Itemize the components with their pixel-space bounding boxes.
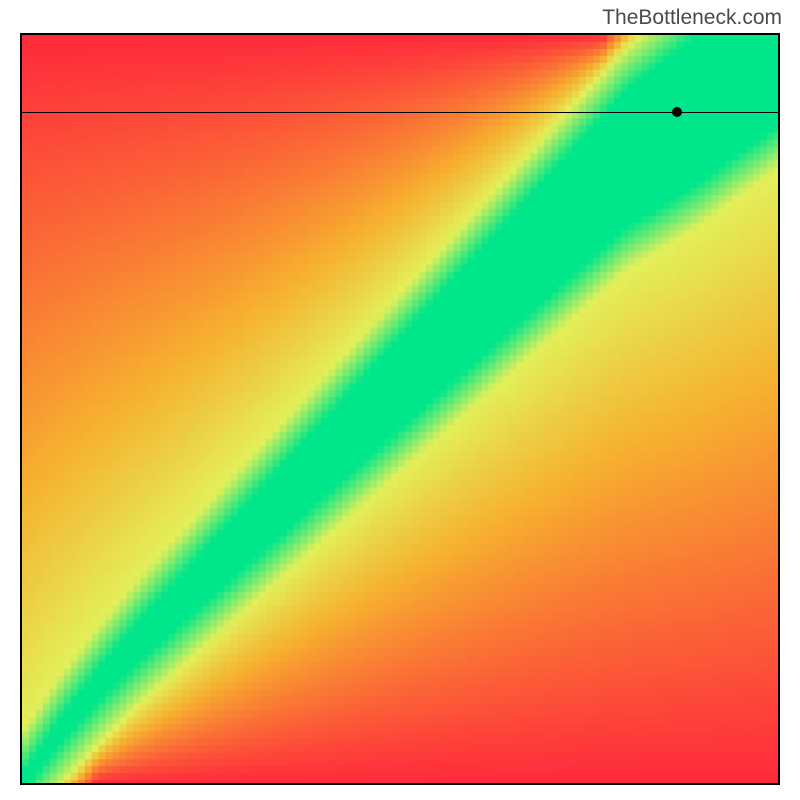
crosshair-vertical — [677, 783, 678, 785]
crosshair-horizontal — [22, 112, 778, 113]
crosshair-marker — [672, 107, 682, 117]
heatmap-plot — [20, 33, 780, 785]
heatmap-canvas — [22, 35, 778, 783]
watermark-text: TheBottleneck.com — [602, 6, 782, 30]
